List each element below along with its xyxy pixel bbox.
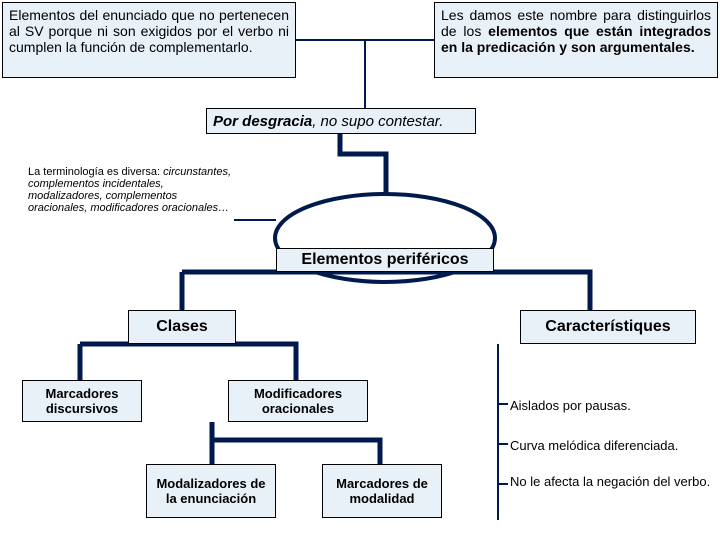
central-concept-box: Elementos periféricos xyxy=(276,248,494,272)
feature-1-text: Aislados por pausas. xyxy=(510,398,631,413)
feature-3-text: No le afecta la negación del verbo. xyxy=(510,474,714,489)
caracteristiques-box: Característiques xyxy=(520,310,696,344)
modificadores-oracionales-box: Modificadores oracionales xyxy=(228,380,368,422)
marcadores-discursivos-box: Marcadores discursivos xyxy=(22,380,142,422)
example-sentence-box: Por desgracia, no supo contestar. xyxy=(206,108,476,134)
definition-left-box: Elementos del enunciado que no pertenece… xyxy=(2,2,296,78)
clases-box: Clases xyxy=(128,310,236,344)
modalizadores-enunciacion-box: Modalizadores de la enunciación xyxy=(146,464,276,518)
definition-right-box: Les damos este nombre para distinguirlos… xyxy=(434,2,718,78)
terminology-note: La terminología es diversa: circunstante… xyxy=(28,166,234,246)
feature-2-text: Curva melódica diferenciada. xyxy=(510,438,678,453)
marcadores-modalidad-box: Marcadores de modalidad xyxy=(322,464,442,518)
